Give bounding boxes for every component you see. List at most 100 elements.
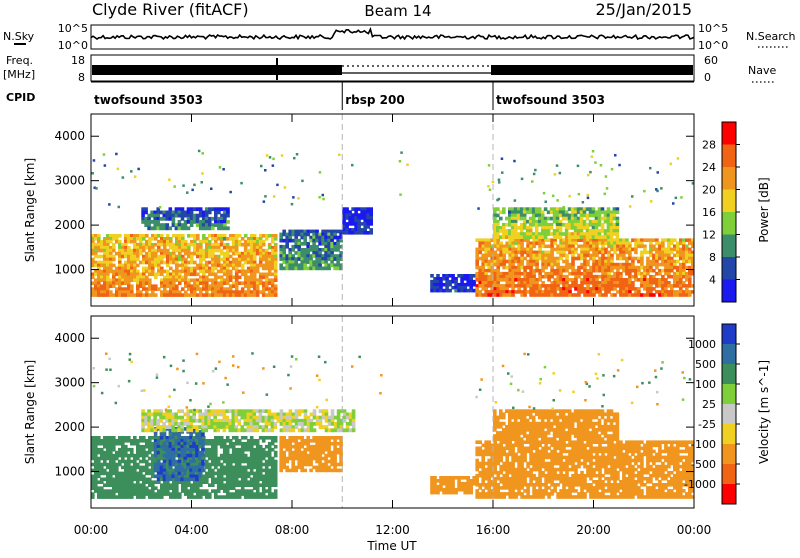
power-sparse-point <box>655 188 658 191</box>
power-cell <box>655 238 659 242</box>
noise-left-tick-top: 10^5 <box>58 22 88 35</box>
noise-right-label: N.Search <box>746 30 796 43</box>
power-sparse-point <box>400 151 403 154</box>
power-sparse-point <box>130 170 133 173</box>
power-sparse-point <box>543 192 546 195</box>
power-sparse-point <box>95 187 98 190</box>
power-sparse-point <box>168 179 171 182</box>
power-cell <box>610 260 614 264</box>
power-sparse-point <box>264 195 267 198</box>
power-cell <box>169 226 173 230</box>
power-sparse-point <box>263 200 266 203</box>
power-sparse-point <box>680 196 683 199</box>
velocity-cell <box>201 433 205 437</box>
power-cell <box>214 223 218 227</box>
power-sparse-point <box>545 201 548 204</box>
velocity-cell <box>292 428 296 432</box>
power-cell <box>604 293 608 297</box>
power-sparse-point <box>159 206 162 209</box>
power-sparse-point <box>605 175 608 178</box>
velocity-cell <box>331 422 335 426</box>
power-cell <box>613 293 617 297</box>
power-cell <box>226 226 230 230</box>
power-sparse-point <box>191 189 194 192</box>
power-sparse-point <box>675 197 678 200</box>
power-cell <box>274 278 278 282</box>
power-sparse-point <box>276 184 279 187</box>
power-sparse-point <box>513 160 516 163</box>
power-ylabel: Slant Range [km] <box>23 158 37 262</box>
power-sparse-point <box>492 181 495 184</box>
power-sparse-point <box>122 176 125 179</box>
power-cell <box>571 266 575 270</box>
power-sparse-point <box>587 174 590 177</box>
power-sparse-point <box>108 203 111 206</box>
power-cell <box>532 275 536 279</box>
power-sparse-point <box>578 193 581 196</box>
power-cell <box>535 266 539 270</box>
power-cell <box>360 231 364 235</box>
power-sparse-point <box>322 198 325 201</box>
freq-left-tick-top: 18 <box>71 54 85 67</box>
freq-right-tick-top: 60 <box>704 54 718 67</box>
power-cell <box>369 231 373 235</box>
power-sparse-point <box>338 154 341 157</box>
power-cell <box>574 281 578 285</box>
power-sparse-point <box>559 172 562 175</box>
power-sparse-point <box>670 163 673 166</box>
power-cell <box>643 245 647 249</box>
power-cell <box>223 226 227 230</box>
power-cell <box>360 216 364 220</box>
power-cell <box>577 293 581 297</box>
power-sparse-point <box>568 195 571 198</box>
power-cell <box>628 254 632 258</box>
velocity-cell <box>180 428 184 432</box>
power-cell <box>274 293 278 297</box>
power-sparse-point <box>240 182 243 185</box>
power-sparse-point <box>134 175 137 178</box>
velocity-cell <box>352 428 356 432</box>
power-cell <box>565 260 569 264</box>
power-cell <box>226 220 230 224</box>
power-cell <box>550 254 554 258</box>
power-sparse-point <box>657 171 660 174</box>
power-sparse-point <box>103 153 106 156</box>
velocity-cell <box>274 495 278 499</box>
power-cell <box>112 258 116 262</box>
power-sparse-point <box>587 197 590 200</box>
power-cell <box>274 237 278 241</box>
power-sparse-point <box>477 207 480 210</box>
beam-title: Beam 14 <box>364 2 431 20</box>
power-sparse-point <box>498 179 501 182</box>
power-sparse-point <box>606 187 609 190</box>
power-cell <box>159 211 163 215</box>
noise-panel: N.Sky 10^5 10^0 10^5 10^0 N.Search <box>3 22 796 52</box>
power-sparse-point <box>281 154 284 157</box>
power-sparse-point <box>301 180 304 183</box>
power-sparse-point <box>93 159 96 162</box>
power-sparse-point <box>322 194 325 197</box>
power-cell <box>226 214 230 218</box>
power-sparse-point <box>604 193 607 196</box>
power-sparse-point <box>649 167 652 170</box>
power-cell <box>178 226 182 230</box>
power-cell <box>616 210 620 214</box>
power-cell <box>460 289 464 293</box>
power-cell <box>520 245 524 249</box>
freq-right-label: Nave <box>748 64 776 77</box>
power-cell <box>523 293 527 297</box>
power-sparse-point <box>272 164 275 167</box>
power-sparse-point <box>531 180 534 183</box>
velocity-cell <box>274 439 278 443</box>
power-sparse-point <box>498 181 501 184</box>
velocity-cell <box>216 413 220 417</box>
freq-left-tick-bottom: 8 <box>78 71 85 84</box>
power-cell <box>673 238 677 242</box>
power-sparse-point <box>501 158 504 161</box>
colorbar-tick-label: 28 <box>702 139 716 152</box>
power-sparse-point <box>629 205 632 208</box>
velocity-cell <box>177 416 181 420</box>
power-sparse-point <box>182 184 185 187</box>
power-sparse-point <box>589 171 592 174</box>
